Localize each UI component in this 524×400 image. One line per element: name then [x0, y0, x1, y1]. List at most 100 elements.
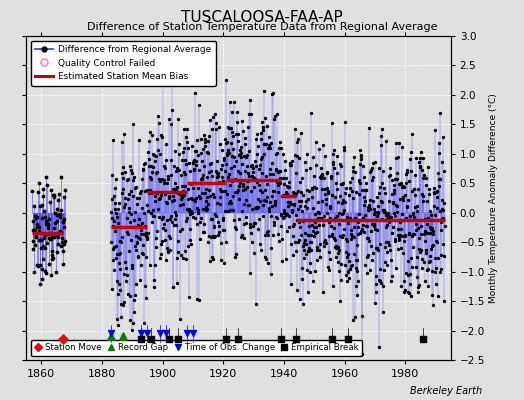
Point: [375, 165, 383, 172]
Point: [157, 132, 165, 138]
Point: [307, 246, 315, 253]
Point: [276, 168, 284, 174]
Point: [132, 246, 140, 253]
Point: [57, 228, 65, 235]
Point: [50, 193, 59, 200]
Point: [192, 162, 201, 168]
Point: [388, 272, 397, 279]
Point: [173, 255, 181, 261]
Point: [51, 269, 60, 276]
Point: [232, 131, 241, 137]
Point: [343, 278, 352, 284]
Point: [358, 351, 366, 357]
Point: [284, 198, 292, 205]
Point: [161, 191, 170, 198]
Point: [167, 157, 175, 164]
Point: [439, 215, 447, 222]
Point: [43, 182, 51, 188]
Point: [346, 266, 354, 272]
Point: [156, 150, 165, 157]
Point: [374, 190, 383, 196]
Point: [352, 283, 360, 289]
Point: [373, 213, 381, 219]
Point: [288, 193, 297, 200]
Point: [348, 262, 356, 268]
Point: [36, 237, 44, 243]
Point: [229, 146, 237, 152]
Point: [225, 171, 234, 178]
Point: [302, 198, 310, 204]
Point: [270, 116, 278, 122]
Point: [418, 190, 427, 197]
Point: [417, 230, 425, 237]
Point: [260, 140, 268, 147]
Point: [146, 173, 154, 180]
Point: [143, 330, 151, 337]
Point: [414, 159, 423, 165]
Point: [178, 156, 187, 163]
Point: [111, 206, 119, 212]
Point: [335, 268, 344, 274]
Point: [227, 125, 235, 131]
Point: [404, 272, 412, 279]
Point: [349, 164, 357, 170]
Point: [286, 198, 294, 205]
Point: [334, 199, 342, 205]
Point: [399, 196, 407, 203]
Point: [259, 202, 267, 208]
Point: [365, 237, 374, 244]
Point: [397, 179, 405, 186]
Point: [350, 154, 358, 160]
Point: [252, 301, 260, 307]
Point: [125, 209, 134, 216]
Text: TUSCALOOSA-FAA-AP: TUSCALOOSA-FAA-AP: [181, 10, 343, 25]
Point: [139, 167, 147, 173]
Point: [177, 252, 185, 258]
Point: [198, 190, 206, 196]
Point: [317, 172, 325, 179]
Point: [132, 184, 140, 190]
Point: [201, 136, 209, 142]
Point: [40, 207, 49, 214]
Point: [140, 319, 148, 326]
Point: [30, 268, 38, 275]
Point: [206, 215, 215, 222]
Point: [134, 254, 142, 260]
Point: [39, 235, 48, 241]
Point: [111, 228, 119, 234]
Point: [172, 212, 180, 218]
Point: [204, 150, 213, 157]
Point: [256, 162, 264, 168]
Point: [169, 192, 177, 199]
Point: [160, 162, 168, 169]
Point: [355, 180, 364, 186]
Point: [231, 189, 239, 195]
Point: [408, 264, 417, 270]
Point: [392, 155, 400, 162]
Point: [39, 186, 48, 192]
Point: [117, 314, 126, 320]
Point: [377, 280, 385, 287]
Point: [345, 179, 354, 185]
Point: [395, 180, 403, 187]
Point: [420, 172, 429, 178]
Point: [413, 203, 421, 209]
Point: [262, 173, 270, 179]
Point: [310, 224, 318, 230]
Point: [395, 235, 403, 241]
Point: [183, 330, 191, 337]
Point: [427, 226, 435, 232]
Point: [230, 163, 238, 170]
Point: [159, 214, 168, 220]
Point: [46, 236, 54, 242]
Point: [320, 242, 328, 249]
Point: [175, 151, 183, 157]
Point: [276, 180, 284, 187]
Point: [359, 214, 367, 221]
Point: [119, 333, 127, 340]
Point: [137, 227, 145, 233]
Point: [421, 228, 429, 234]
Point: [123, 231, 132, 237]
Point: [440, 200, 449, 206]
Point: [389, 199, 397, 206]
